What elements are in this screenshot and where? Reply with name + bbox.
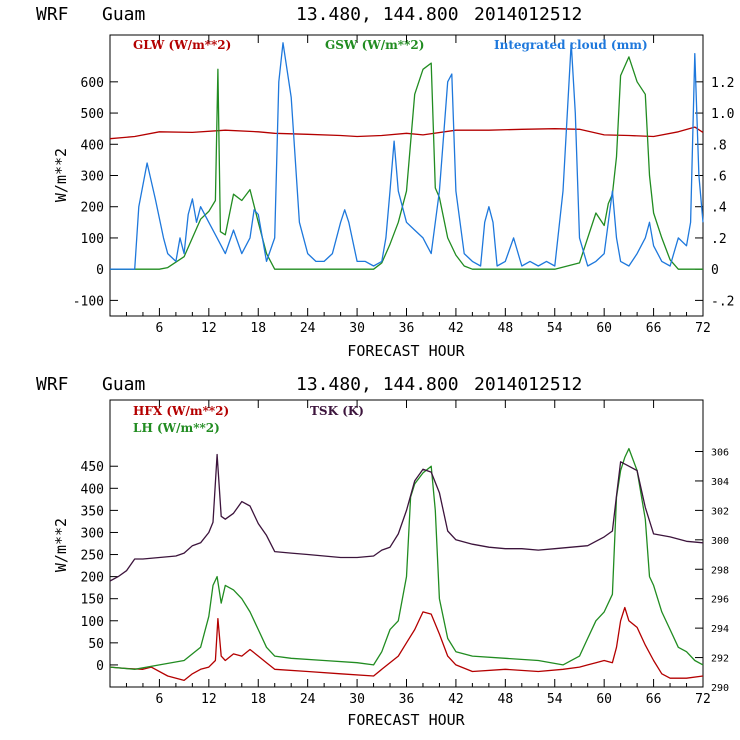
x-tick-label: 6 [156,692,164,707]
y-tick-label: 150 [81,593,104,608]
header-model-2: WRF [36,374,69,395]
chart-fluxes-tsk: 6 12 18 24 30 36 42 48 54 60 66 72 0 50 100 150 200 250 3… [52,399,729,729]
y-axis-title: W/m**2 [52,518,70,572]
y2-tick-label: .6 [711,170,727,185]
y2-tick-label: 302 [711,506,729,517]
legend-glw: GLW (W/m**2) [133,38,231,52]
x-tick-label: 72 [695,692,711,707]
y-tick-label: 300 [81,526,104,541]
x-tick-label: 66 [646,321,662,336]
chart-radiation-cloud: 6 12 18 24 30 36 42 48 54 60 66 72 -100 0 100 200 300 40… [52,34,734,360]
header-coords-2: 13.480, 144.800 [296,374,459,395]
x-tick-label: 66 [646,692,662,707]
y2-tick-label: 290 [711,683,729,694]
y-tick-label: 200 [81,201,104,216]
legend-cloud: Integrated cloud (mm) [494,38,648,52]
legend-gsw: GSW (W/m**2) [325,38,424,52]
y-tick-label: 0 [96,263,104,278]
legend-tsk: TSK (K) [310,404,364,418]
legend-lh: LH (W/m**2) [133,421,220,435]
x-ticks: 6 12 18 24 30 36 42 48 54 60 66 72 [125,35,711,336]
y2-ticks: 290 292 294 296 298 300 302 304 306 [695,448,729,694]
y2-tick-label: 298 [711,565,729,576]
x-tick-label: 6 [156,321,164,336]
y-tick-label: 400 [81,138,104,153]
y2-tick-label: 292 [711,654,729,665]
y2-tick-label: 296 [711,595,729,606]
y-axis-title: W/m**2 [52,148,70,202]
y2-tick-label: 1.2 [711,76,734,91]
x-tick-label: 12 [201,692,217,707]
header-model: WRF [36,4,69,25]
header-top: WRF Guam 13.480, 144.800 2014012512 [36,4,582,25]
legend-hfx: HFX (W/m**2) [133,404,229,418]
header-location-2: Guam [102,374,145,395]
y-tick-label: 400 [81,482,104,497]
y2-tick-label: 294 [711,624,729,635]
x-axis-title: FORECAST HOUR [347,711,465,729]
x-tick-label: 36 [399,692,415,707]
y-tick-label: 50 [88,637,104,652]
x-tick-label: 24 [300,321,316,336]
x-tick-label: 12 [201,321,217,336]
y2-tick-label: 306 [711,448,729,459]
series-lines [109,42,704,270]
x-tick-label: 42 [448,321,464,336]
y-tick-label: 200 [81,571,104,586]
x-tick-label: 24 [300,692,316,707]
y2-tick-label: .4 [711,201,727,216]
y-tick-label: -100 [73,294,104,309]
y-ticks: 0 50 100 150 200 250 300 350 400 450 [81,460,118,674]
header-init-2: 2014012512 [474,374,582,395]
x-tick-label: 72 [695,321,711,336]
y2-tick-label: 1.0 [711,107,734,122]
x-tick-label: 54 [547,321,563,336]
y2-tick-label: 300 [711,536,729,547]
header-init: 2014012512 [474,4,582,25]
y-tick-label: 100 [81,232,104,247]
y-tick-label: 500 [81,107,104,122]
x-tick-label: 48 [498,692,514,707]
header-location: Guam [102,4,145,25]
y2-tick-label: 304 [711,477,729,488]
y-ticks: -100 0 100 200 300 400 500 600 [73,76,118,309]
y-tick-label: 450 [81,460,104,475]
y-tick-label: 0 [96,659,104,674]
series-integrated-line [110,42,704,270]
x-tick-label: 30 [349,692,365,707]
x-tick-label: 42 [448,692,464,707]
series-lh-line [109,447,704,670]
x-tick-label: 36 [399,321,415,336]
series-lines [109,447,704,682]
header-coords: 13.480, 144.800 [296,4,459,25]
x-tick-label: 54 [547,692,563,707]
y-tick-label: 250 [81,549,104,564]
series-glw-line [109,126,704,140]
y2-tick-label: .8 [711,138,727,153]
x-tick-label: 60 [596,321,612,336]
x-tick-label: 18 [250,692,266,707]
y-tick-label: 350 [81,504,104,519]
x-tick-label: 48 [498,321,514,336]
y2-tick-label: -.2 [711,294,734,309]
series-gsw-line [110,56,703,270]
x-tick-label: 30 [349,321,365,336]
y-tick-label: 300 [81,170,104,185]
x-axis-title: FORECAST HOUR [347,342,465,360]
y-tick-label: 600 [81,76,104,91]
y2-tick-label: .2 [711,232,727,247]
y2-tick-label: 0 [711,263,719,278]
series-hfx-line [109,606,704,682]
series-tsk-line [109,453,704,582]
y-tick-label: 100 [81,615,104,630]
x-tick-label: 60 [596,692,612,707]
x-ticks: 6 12 18 24 30 36 42 48 54 60 66 72 [125,400,711,707]
header-bottom: WRF Guam 13.480, 144.800 2014012512 [36,374,582,395]
x-tick-label: 18 [250,321,266,336]
